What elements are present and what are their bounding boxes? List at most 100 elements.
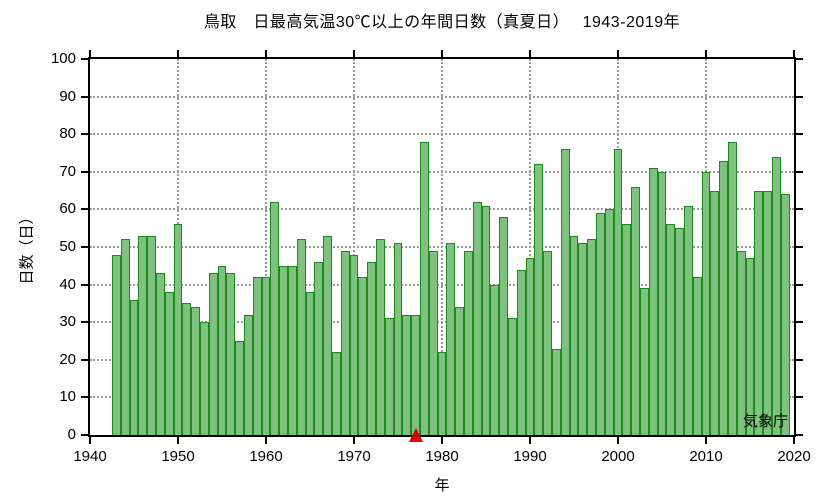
y-tick-left bbox=[81, 434, 88, 436]
bar-1975 bbox=[393, 243, 403, 435]
x-tick-label: 1960 bbox=[249, 448, 283, 465]
x-axis-title: 年 bbox=[434, 477, 450, 494]
x-tick-label: 2000 bbox=[601, 448, 635, 465]
y-tick-label: 20 bbox=[59, 350, 76, 368]
bar-1950 bbox=[173, 224, 183, 435]
bar-1976 bbox=[402, 314, 412, 435]
x-tick-top bbox=[793, 50, 795, 57]
bar-1952 bbox=[191, 307, 200, 435]
x-tick-top bbox=[177, 50, 179, 57]
source-label: 気象庁 bbox=[742, 413, 788, 430]
x-tick-top bbox=[265, 50, 267, 57]
bar-1995 bbox=[569, 235, 579, 435]
bar-1949 bbox=[164, 292, 174, 435]
bar-2017 bbox=[763, 190, 772, 435]
bar-1955 bbox=[217, 265, 227, 435]
bar-1978 bbox=[420, 141, 429, 435]
x-tick-label: 2020 bbox=[777, 448, 811, 465]
bar-2004 bbox=[648, 168, 658, 435]
bar-1944 bbox=[120, 239, 130, 435]
bar-2019 bbox=[780, 194, 790, 435]
bar-1987 bbox=[499, 216, 508, 435]
bar-1966 bbox=[314, 262, 324, 435]
bar-1968 bbox=[332, 352, 341, 435]
y-tick-label: 30 bbox=[59, 313, 76, 331]
y-tick-label: 80 bbox=[59, 125, 76, 143]
bar-1980 bbox=[437, 352, 447, 435]
bar-1985 bbox=[481, 205, 491, 435]
y-tick-label: 90 bbox=[59, 87, 76, 105]
bar-1960 bbox=[261, 277, 271, 435]
bar-1974 bbox=[384, 318, 394, 435]
bar-2007 bbox=[675, 228, 684, 435]
y-tick-right bbox=[796, 396, 803, 399]
bar-1982 bbox=[455, 307, 464, 435]
x-tick-top bbox=[89, 50, 91, 57]
bar-2001 bbox=[622, 224, 632, 435]
x-gridline bbox=[353, 59, 355, 435]
y-tick-label: 50 bbox=[59, 238, 76, 255]
x-tick-label: 1970 bbox=[337, 448, 371, 465]
y-tick-right bbox=[796, 283, 803, 286]
y-tick-left bbox=[81, 396, 88, 399]
x-tick-bottom bbox=[177, 437, 179, 444]
bar-1996 bbox=[578, 243, 588, 435]
x-gridline bbox=[441, 59, 443, 435]
bar-1989 bbox=[516, 269, 526, 435]
bar-1947 bbox=[147, 235, 156, 435]
plot-area: 気象庁 bbox=[88, 57, 796, 442]
x-tick-label: 1990 bbox=[513, 448, 547, 465]
x-tick-bottom bbox=[529, 437, 531, 444]
y-tick-label: 60 bbox=[59, 200, 76, 218]
x-tick-bottom bbox=[441, 437, 443, 444]
bar-2010 bbox=[701, 171, 711, 435]
bar-1954 bbox=[208, 273, 218, 435]
bar-1970 bbox=[349, 254, 359, 435]
y-tick-label: 0 bbox=[67, 426, 76, 443]
x-tick-bottom bbox=[617, 437, 619, 444]
y-tick-left bbox=[81, 58, 88, 60]
bar-2006 bbox=[666, 224, 676, 435]
bar-1972 bbox=[367, 262, 376, 435]
x-gridline bbox=[265, 59, 267, 435]
x-tick-label: 1940 bbox=[73, 448, 107, 465]
y-tick-label: 10 bbox=[59, 388, 76, 406]
y-tick-right bbox=[796, 434, 803, 436]
x-tick-bottom bbox=[353, 437, 355, 444]
bar-1988 bbox=[508, 318, 517, 435]
y-tick-left bbox=[81, 133, 88, 136]
bar-1958 bbox=[244, 314, 253, 435]
y-tick-left bbox=[81, 208, 88, 211]
x-gridline bbox=[529, 59, 531, 435]
x-tick-label: 1980 bbox=[425, 448, 459, 465]
y-tick-left bbox=[81, 246, 88, 248]
x-tick-label: 2010 bbox=[689, 448, 723, 465]
bar-1959 bbox=[252, 277, 262, 435]
y-tick-left bbox=[81, 170, 88, 173]
x-tick-bottom bbox=[265, 437, 267, 444]
x-tick-bottom bbox=[705, 437, 707, 444]
y-tick-label: 100 bbox=[50, 50, 76, 67]
y-tick-right bbox=[796, 321, 803, 324]
y-tick-label: 40 bbox=[59, 275, 76, 293]
bar-1999 bbox=[604, 209, 614, 435]
bar-1986 bbox=[490, 284, 500, 435]
y-tick-left bbox=[81, 283, 88, 286]
y-tick-right bbox=[796, 95, 803, 98]
y-tick-right bbox=[796, 358, 803, 361]
bar-1946 bbox=[138, 235, 148, 435]
bar-1963 bbox=[288, 265, 297, 435]
bar-2005 bbox=[657, 171, 667, 435]
bar-1957 bbox=[235, 341, 244, 435]
bar-2003 bbox=[640, 288, 649, 435]
bar-1979 bbox=[428, 250, 438, 435]
y-tick-right bbox=[796, 58, 803, 60]
bar-1971 bbox=[358, 277, 368, 435]
bar-1953 bbox=[200, 322, 209, 435]
x-tick-bottom bbox=[89, 437, 91, 444]
y-tick-left bbox=[81, 321, 88, 324]
x-tick-top bbox=[441, 50, 443, 57]
bar-1977 bbox=[411, 314, 420, 435]
bar-1983 bbox=[464, 250, 473, 435]
